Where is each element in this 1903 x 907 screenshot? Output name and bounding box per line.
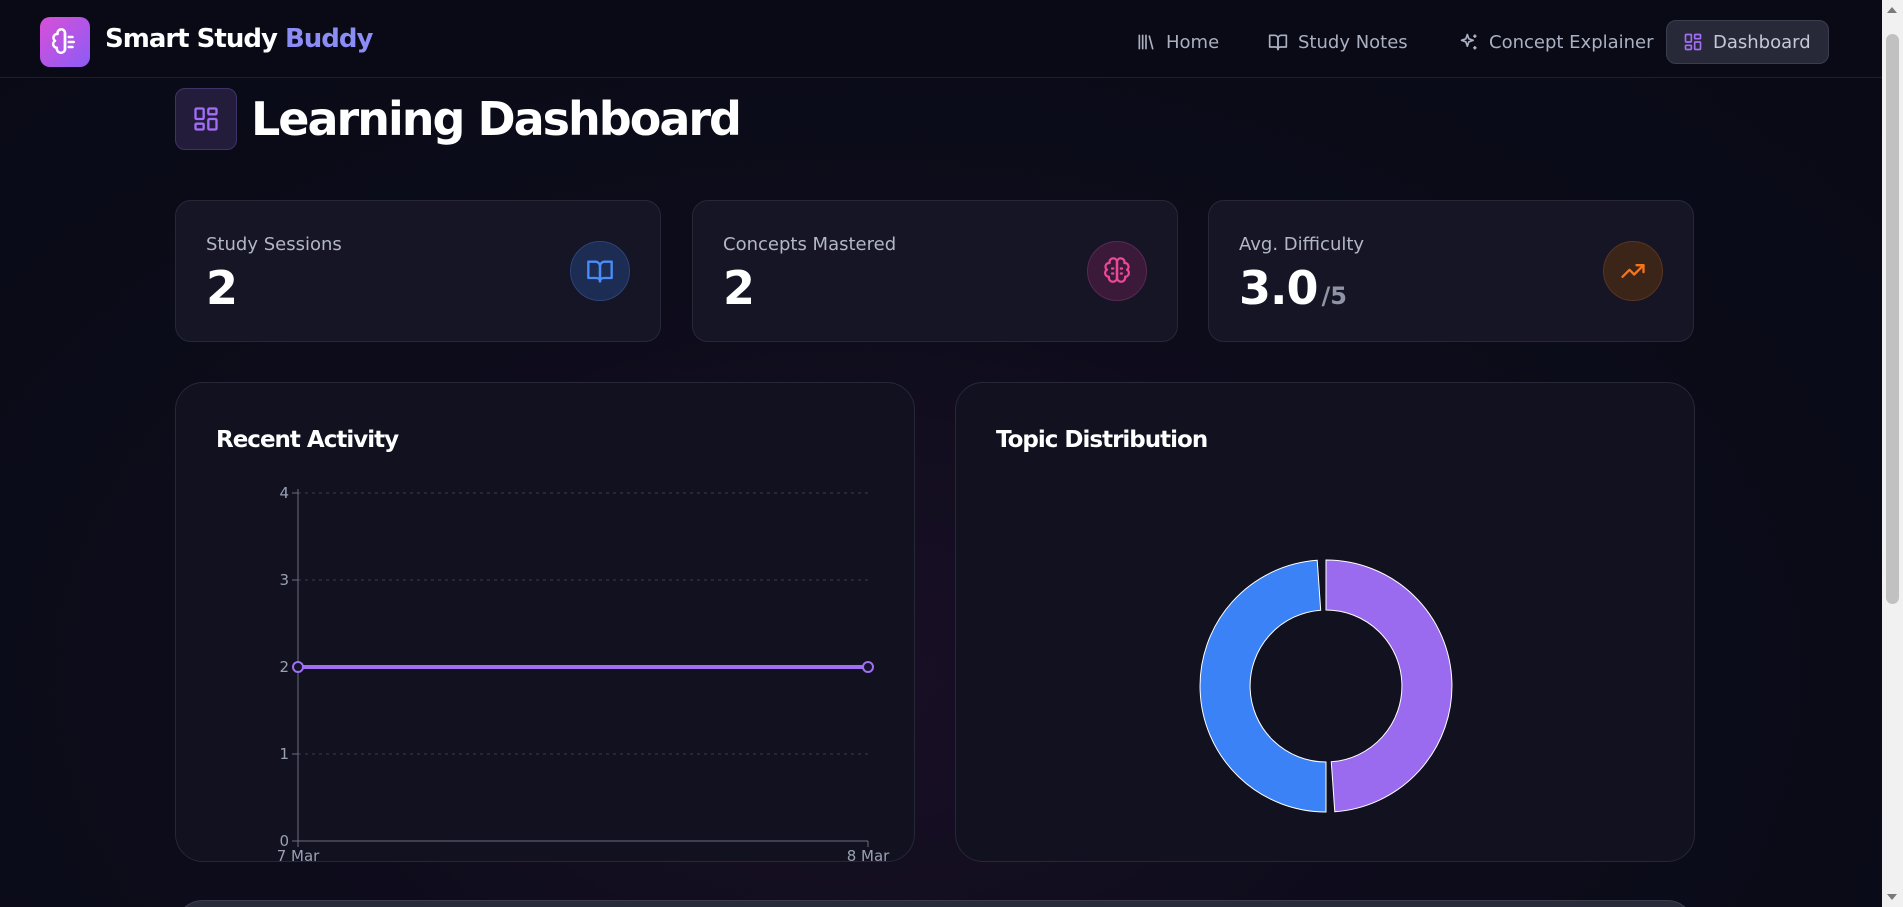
stat-value: 3.0/5 <box>1239 261 1347 315</box>
chart-title: Recent Activity <box>216 427 399 453</box>
top-navigation-bar: Smart Study Buddy Home Study Notes Conce… <box>0 0 1882 78</box>
recent-activity-card: Recent Activity 0 1 2 3 4 7 Mar 8 Mar <box>175 382 915 862</box>
y-tick-label: 3 <box>279 571 289 589</box>
layout-dashboard-icon <box>194 107 218 131</box>
y-tick-label: 0 <box>279 832 289 850</box>
chart-title: Topic Distribution <box>996 427 1208 453</box>
stat-value-number: 2 <box>206 261 238 315</box>
stat-card-avg-difficulty: Avg. Difficulty 3.0/5 <box>1208 200 1694 342</box>
trending-up-icon <box>1621 264 1645 278</box>
brand-name-main: Smart Study <box>105 24 278 54</box>
library-icon <box>1138 34 1154 50</box>
y-tick-label: 1 <box>279 745 289 763</box>
stat-card-study-sessions: Study Sessions 2 <box>175 200 661 342</box>
book-open-icon <box>1268 34 1288 51</box>
stat-icon-wrap <box>1603 241 1663 301</box>
pie-slice <box>1325 559 1453 813</box>
stat-label: Concepts Mastered <box>723 234 897 255</box>
stat-label: Study Sessions <box>206 234 342 255</box>
page-title: Learning Dashboard <box>251 92 742 146</box>
brain-icon <box>51 28 75 54</box>
y-tick-label: 2 <box>279 658 289 676</box>
stat-value: 2 <box>723 261 755 315</box>
data-point <box>292 661 304 673</box>
data-point <box>862 661 874 673</box>
stat-card-concepts-mastered: Concepts Mastered 2 <box>692 200 1178 342</box>
sparkles-icon <box>1460 33 1477 50</box>
nav-concept-explainer[interactable]: Concept Explainer <box>1443 20 1670 64</box>
x-tick-label: 7 Mar <box>277 847 320 862</box>
next-card-peek <box>175 900 1695 907</box>
stat-icon-wrap <box>1087 241 1147 301</box>
nav-home[interactable]: Home <box>1120 20 1235 64</box>
topic-distribution-card: Topic Distribution <box>955 382 1695 862</box>
brand-logo[interactable] <box>40 17 90 67</box>
stat-icon-wrap <box>570 241 630 301</box>
y-tick-label: 4 <box>279 484 289 502</box>
topic-distribution-chart <box>1199 559 1453 813</box>
nav-home-label: Home <box>1166 31 1220 53</box>
nav-dashboard[interactable]: Dashboard <box>1666 20 1829 64</box>
brand-name-accent: Buddy <box>284 24 373 54</box>
brain-icon <box>1104 257 1130 283</box>
layout-dashboard-icon <box>1684 33 1702 51</box>
scroll-thumb[interactable] <box>1886 34 1899 604</box>
stat-label: Avg. Difficulty <box>1239 234 1365 255</box>
stat-value-suffix: /5 <box>1321 282 1347 310</box>
recent-activity-chart: 0 1 2 3 4 7 Mar 8 Mar <box>277 484 890 862</box>
nav-dashboard-label: Dashboard <box>1713 31 1811 53</box>
stat-value-number: 2 <box>723 261 755 315</box>
x-tick-label: 8 Mar <box>847 847 890 862</box>
page-scrollbar[interactable] <box>1882 0 1903 907</box>
scroll-up-arrow-icon[interactable] <box>1887 7 1897 13</box>
nav-study-notes-label: Study Notes <box>1298 31 1408 53</box>
nav-concept-explainer-label: Concept Explainer <box>1489 31 1654 53</box>
page-title-icon-box <box>175 88 237 150</box>
book-open-icon <box>587 260 613 283</box>
stat-value-number: 3.0 <box>1239 261 1318 315</box>
pie-slice <box>1199 559 1327 813</box>
stat-value: 2 <box>206 261 238 315</box>
nav-study-notes[interactable]: Study Notes <box>1252 20 1424 64</box>
brand-name[interactable]: Smart Study Buddy <box>105 24 373 54</box>
scroll-down-arrow-icon[interactable] <box>1887 894 1897 900</box>
